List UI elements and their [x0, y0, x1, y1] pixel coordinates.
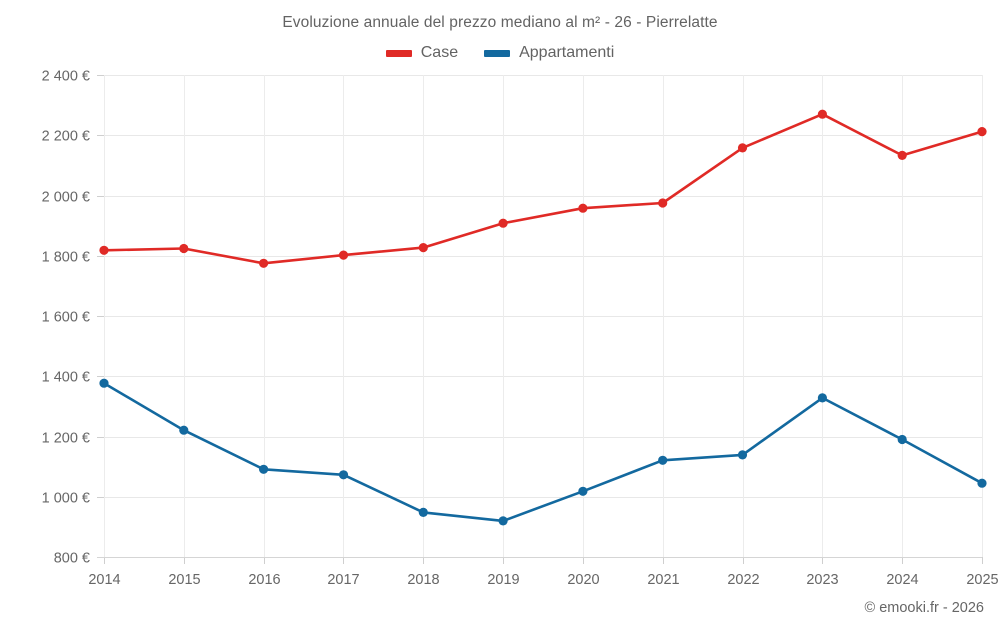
copyright-footer: © emooki.fr - 2026	[864, 600, 984, 616]
y-axis-tick-label: 2 400 €	[42, 69, 90, 85]
legend-swatch-icon	[385, 49, 412, 57]
data-point-appartamenti-2024[interactable]	[897, 434, 907, 445]
data-point-case-2021[interactable]	[658, 198, 668, 208]
x-axis-tick-label: 2017	[327, 572, 359, 588]
y-axis-tick-label: 1 200 €	[42, 431, 90, 447]
legend-item-appartamenti[interactable]: Appartamenti	[484, 44, 614, 62]
legend-label: Appartamenti	[519, 44, 615, 61]
data-point-appartamenti-2015[interactable]	[179, 425, 189, 435]
data-point-case-2015[interactable]	[179, 243, 189, 254]
x-axis-tick-label: 2020	[567, 572, 599, 588]
x-axis-tick-label: 2024	[886, 572, 918, 588]
data-point-appartamenti-2023[interactable]	[817, 393, 828, 403]
data-point-case-2017[interactable]	[338, 250, 349, 260]
data-point-appartamenti-2025[interactable]	[977, 478, 987, 488]
series-line-appartamenti[interactable]	[102, 381, 984, 523]
data-point-case-2024[interactable]	[897, 150, 907, 160]
x-axis-tick-label: 2019	[487, 572, 519, 588]
data-point-case-2019[interactable]	[498, 218, 508, 228]
y-axis-tick-label: 1 800 €	[42, 250, 90, 266]
data-point-case-2022[interactable]	[737, 143, 748, 153]
x-axis-tick-label: 2025	[966, 572, 998, 588]
data-point-appartamenti-2014[interactable]	[99, 378, 109, 388]
data-point-appartamenti-2018[interactable]	[418, 507, 428, 517]
data-point-appartamenti-2016[interactable]	[259, 464, 269, 474]
data-point-case-2016[interactable]	[259, 258, 269, 268]
y-axis-tick-label: 2 200 €	[42, 129, 90, 145]
legend-label: Case	[420, 44, 459, 61]
y-axis-tick-label: 1 600 €	[42, 310, 90, 326]
data-point-appartamenti-2017[interactable]	[338, 470, 349, 480]
data-point-case-2023[interactable]	[817, 109, 828, 119]
x-axis-tick-label: 2023	[806, 572, 838, 588]
x-axis-tick-label: 2021	[647, 572, 679, 588]
y-axis-tick-label: 800 €	[54, 551, 90, 567]
x-axis-tick-label: 2015	[168, 572, 200, 588]
y-axis-tick-label: 1 000 €	[42, 491, 90, 507]
data-point-appartamenti-2022[interactable]	[737, 450, 748, 460]
series-line-case[interactable]	[102, 112, 984, 265]
data-point-appartamenti-2019[interactable]	[498, 516, 508, 526]
data-point-appartamenti-2020[interactable]	[578, 486, 588, 496]
legend-swatch-icon	[484, 49, 511, 57]
data-point-case-2025[interactable]	[977, 127, 987, 137]
x-axis-tick-label: 2014	[88, 572, 120, 588]
x-axis-tick-label: 2016	[248, 572, 280, 588]
x-axis-tick-label: 2018	[407, 572, 439, 588]
y-axis-tick-label: 1 400 €	[42, 370, 90, 386]
data-point-case-2014[interactable]	[99, 245, 109, 255]
y-axis-tick-label: 2 000 €	[42, 190, 90, 206]
data-point-case-2018[interactable]	[418, 243, 428, 253]
data-point-case-2020[interactable]	[578, 203, 588, 213]
x-axis-tick-label: 2022	[727, 572, 759, 588]
chart-legend: Case Appartamenti	[0, 44, 1000, 62]
chart-title: Evoluzione annuale del prezzo mediano al…	[282, 14, 718, 31]
legend-item-case[interactable]: Case	[385, 44, 459, 62]
data-point-appartamenti-2021[interactable]	[658, 455, 668, 465]
